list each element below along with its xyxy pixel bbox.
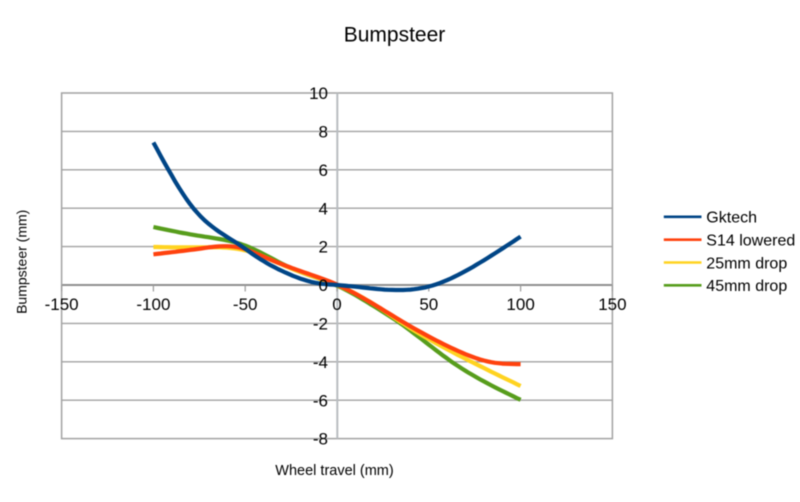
svg-text:8: 8 <box>319 123 328 142</box>
svg-text:100: 100 <box>506 295 534 314</box>
svg-text:45mm drop: 45mm drop <box>706 278 787 295</box>
svg-text:0: 0 <box>332 295 341 314</box>
svg-text:10: 10 <box>309 84 328 103</box>
svg-text:50: 50 <box>419 295 438 314</box>
svg-text:Bumpsteer (mm): Bumpsteer (mm) <box>13 210 29 314</box>
svg-text:6: 6 <box>319 161 328 180</box>
svg-text:25mm drop: 25mm drop <box>706 255 787 272</box>
svg-text:0: 0 <box>319 276 328 295</box>
svg-text:Gktech: Gktech <box>706 210 757 227</box>
svg-text:-100: -100 <box>136 295 170 314</box>
svg-text:-6: -6 <box>313 391 328 410</box>
svg-text:2: 2 <box>319 238 328 257</box>
svg-text:150: 150 <box>598 295 626 314</box>
svg-text:-8: -8 <box>313 430 328 449</box>
svg-text:4: 4 <box>319 199 328 218</box>
svg-text:S14 lowered: S14 lowered <box>706 233 795 250</box>
svg-text:Wheel travel (mm): Wheel travel (mm) <box>275 463 393 479</box>
svg-text:-50: -50 <box>233 295 258 314</box>
svg-text:-2: -2 <box>313 315 328 334</box>
svg-text:Bumpsteer: Bumpsteer <box>344 24 446 47</box>
svg-text:-150: -150 <box>45 295 79 314</box>
svg-text:-4: -4 <box>313 353 328 372</box>
